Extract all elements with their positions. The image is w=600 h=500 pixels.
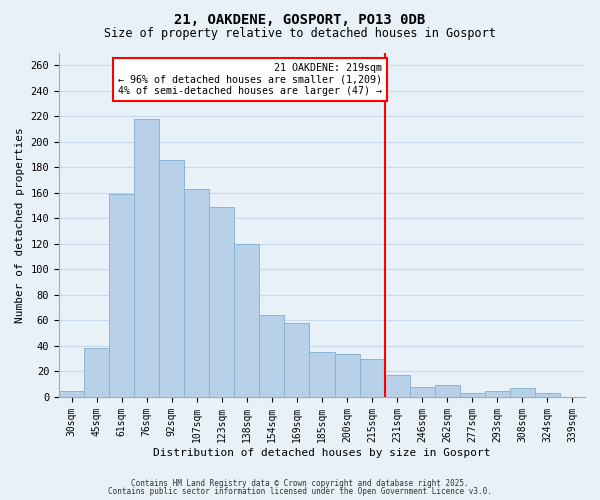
- Bar: [284, 323, 310, 397]
- Bar: [59, 390, 84, 397]
- X-axis label: Distribution of detached houses by size in Gosport: Distribution of detached houses by size …: [153, 448, 491, 458]
- Bar: [385, 376, 410, 397]
- Bar: [510, 388, 535, 397]
- Bar: [184, 189, 209, 397]
- Text: Contains HM Land Registry data © Crown copyright and database right 2025.: Contains HM Land Registry data © Crown c…: [131, 478, 469, 488]
- Bar: [259, 316, 284, 397]
- Bar: [535, 393, 560, 397]
- Bar: [159, 160, 184, 397]
- Bar: [460, 393, 485, 397]
- Text: 21, OAKDENE, GOSPORT, PO13 0DB: 21, OAKDENE, GOSPORT, PO13 0DB: [175, 12, 425, 26]
- Bar: [310, 352, 335, 397]
- Bar: [359, 358, 385, 397]
- Y-axis label: Number of detached properties: Number of detached properties: [15, 127, 25, 322]
- Bar: [84, 348, 109, 397]
- Bar: [335, 354, 359, 397]
- Text: 21 OAKDENE: 219sqm
← 96% of detached houses are smaller (1,209)
4% of semi-detac: 21 OAKDENE: 219sqm ← 96% of detached hou…: [118, 62, 382, 96]
- Bar: [410, 387, 435, 397]
- Bar: [109, 194, 134, 397]
- Bar: [485, 390, 510, 397]
- Bar: [235, 244, 259, 397]
- Bar: [209, 207, 235, 397]
- Bar: [435, 386, 460, 397]
- Bar: [134, 119, 159, 397]
- Text: Contains public sector information licensed under the Open Government Licence v3: Contains public sector information licen…: [108, 487, 492, 496]
- Text: Size of property relative to detached houses in Gosport: Size of property relative to detached ho…: [104, 28, 496, 40]
